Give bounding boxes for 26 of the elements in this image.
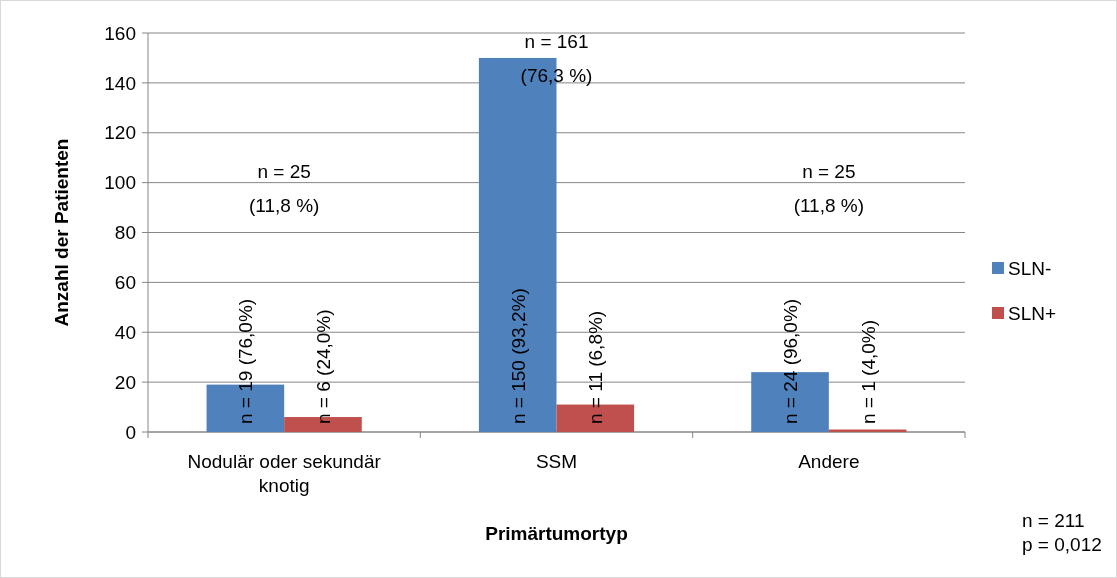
x-tick-label: Nodulär oder sekundär knotig: [187, 451, 382, 496]
bar: [751, 372, 829, 432]
y-tick-label: 0: [125, 421, 136, 443]
data-label: n = 1 (4,0%): [857, 319, 879, 424]
data-label: n = 150 (93,2%): [507, 288, 529, 424]
y-tick-label: 120: [104, 122, 136, 144]
annotation: n = 25 (11,8 %): [793, 160, 865, 216]
y-tick-label: 60: [114, 272, 136, 294]
y-tick-label: 100: [104, 172, 136, 194]
y-tick-label: 160: [104, 22, 136, 44]
y-axis-title: Anzahl der Patienten: [51, 138, 72, 327]
text: n = 211 p = 0,012: [1022, 510, 1102, 555]
x-axis-title: Primärtumortyp: [485, 523, 628, 544]
y-tick-label: 140: [104, 72, 136, 94]
y-tick-label: 20: [114, 371, 136, 393]
data-label: n = 19 (76,0%): [235, 298, 257, 424]
x-tick-label: SSM: [535, 451, 578, 472]
data-label: n = 6 (24,0%): [312, 309, 334, 424]
data-label: n = 11 (6,8%): [585, 310, 607, 424]
y-tick-label: 40: [114, 321, 136, 343]
data-label: n = 24 (96,0%): [780, 298, 802, 424]
y-tick-label: 80: [114, 222, 136, 244]
legend-label: SLN+: [1008, 302, 1057, 324]
annotation: n = 25 (11,8 %): [248, 160, 320, 216]
x-tick-label: Andere: [798, 451, 860, 472]
legend-label: SLN-: [1008, 257, 1052, 279]
